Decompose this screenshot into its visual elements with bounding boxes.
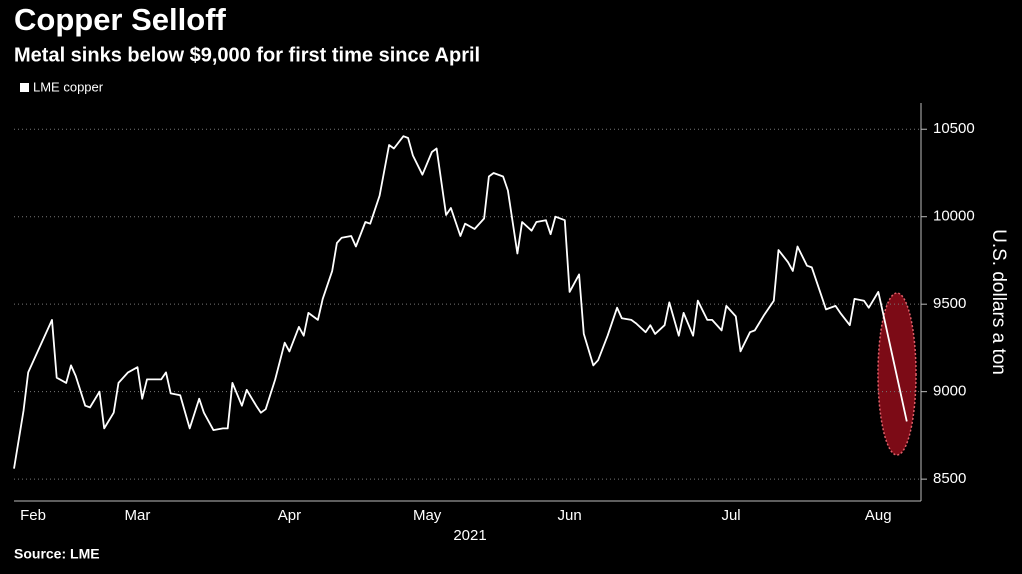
chart-subtitle: Metal sinks below $9,000 for first time …	[14, 44, 480, 66]
y-tick-label: 9000	[933, 383, 966, 400]
x-tick-label: Jun	[558, 507, 582, 524]
x-tick-label: Jul	[721, 507, 740, 524]
line-series	[13, 135, 908, 469]
y-tick-label: 10500	[933, 120, 975, 137]
x-tick-label: Aug	[865, 507, 892, 524]
y-tick-label: 9500	[933, 295, 966, 312]
x-tick-label: Apr	[278, 507, 301, 524]
x-tick-label: Mar	[125, 507, 151, 524]
x-axis-label: 2021	[453, 527, 486, 544]
y-tick-label: 8500	[933, 470, 966, 487]
x-tick-label: Feb	[20, 507, 46, 524]
y-tick-label: 10000	[933, 208, 975, 225]
y-axis-label: U.S. dollars a ton	[988, 229, 1009, 375]
source: Source: LME	[14, 546, 100, 562]
legend-swatch	[20, 83, 29, 92]
chart-title: Copper Selloff	[14, 2, 227, 37]
x-tick-label: May	[413, 507, 442, 524]
legend-label: LME copper	[33, 79, 104, 94]
